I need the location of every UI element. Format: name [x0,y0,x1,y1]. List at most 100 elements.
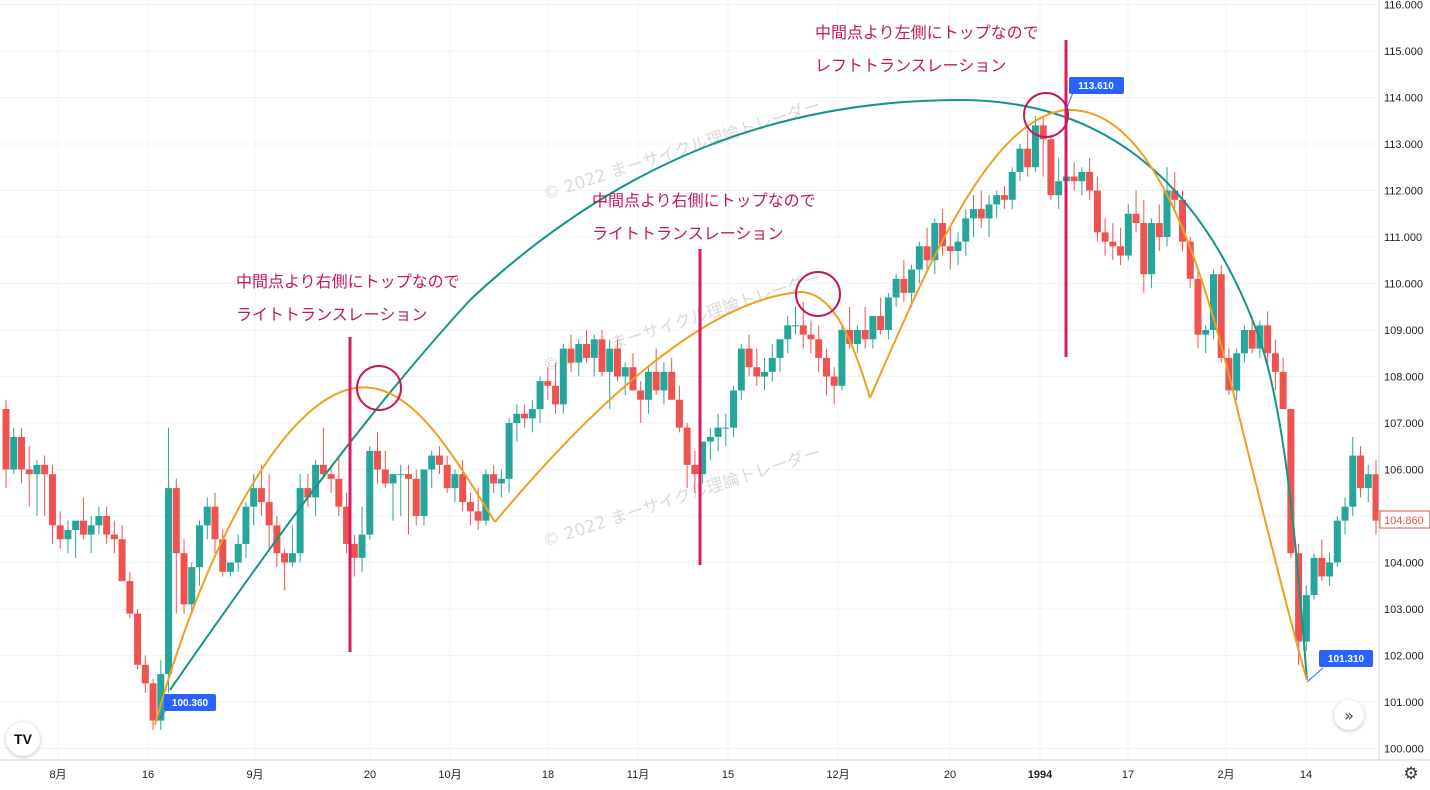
candle [226,562,234,577]
candle [188,562,196,614]
tradingview-logo[interactable]: TV [6,722,40,756]
candle-body [637,390,645,400]
annotation-1-line1: 中間点より右側にトップなので [236,272,460,291]
watermark: © 2022 まーサイクル理論トレーダー [540,443,823,552]
candle [64,520,72,554]
candle-body [691,464,699,475]
candle [257,464,265,516]
candle [629,353,637,391]
candle-body [1024,148,1032,168]
y-tick-label: 115.000 [1384,46,1423,58]
candle-body [977,209,985,219]
candle-body [1372,474,1380,521]
candle [621,362,629,396]
gear-icon[interactable]: ⚙ [1403,764,1419,784]
candle [451,469,459,503]
candle [637,381,645,423]
candle [319,427,327,479]
candle-body [1124,213,1132,256]
candle-body [126,581,134,614]
candle [1000,185,1008,210]
candle [196,520,204,586]
candle-body [962,218,970,242]
candle-body [118,539,126,582]
candle-body [1155,223,1163,237]
candle-body [265,502,273,526]
candle-body [1186,241,1194,279]
candle-body [799,325,807,335]
candle-body [1248,330,1256,349]
candle-body [753,367,761,377]
candle [1163,167,1171,247]
candle [265,474,273,549]
candle [838,325,846,391]
candle [389,474,397,521]
candle [815,325,823,372]
candle-body [490,474,498,484]
candle-body [1341,506,1349,521]
candle-body [366,450,374,535]
candle-body [1295,553,1303,642]
candle-body [675,399,683,428]
candle [699,441,707,484]
candle [683,423,691,489]
candle [1295,543,1303,665]
candle-body [1117,246,1125,256]
candle [435,446,443,475]
candle [931,218,939,275]
candle-body [1047,139,1055,196]
x-tick-label: 14 [1300,769,1312,781]
candle [884,292,892,340]
candle-body [784,325,792,340]
candle [1093,176,1101,242]
candle [1124,204,1132,261]
candle-body [497,478,505,484]
candle [420,469,428,526]
candle [1155,204,1163,251]
candle [72,520,80,558]
low1-price-text: 100.360 [172,698,209,709]
candle [567,334,575,372]
top-marker-circle [795,271,841,317]
candle-body [1333,520,1341,563]
candles [2,116,1380,730]
annotation-3-line1: 中間点より左側にトップなので [815,23,1039,42]
candle [381,450,389,489]
candle [110,520,118,554]
candle [946,227,954,270]
candle-body [1349,455,1357,507]
scroll-to-realtime-button[interactable]: » [1334,700,1364,730]
candle [1047,134,1055,200]
candle-body [1086,171,1094,191]
candle [1086,157,1094,200]
candle-body [466,502,474,512]
candle-body [915,246,923,270]
candle-body [443,464,451,489]
candle-body [25,469,33,475]
candle-body [435,455,443,465]
candle-body [776,339,784,358]
candle [443,455,451,493]
candle-body [404,474,412,479]
candle [791,306,799,335]
candle [521,404,529,428]
candle [134,609,142,670]
x-tick-label: 2月 [1217,769,1234,781]
x-tick-label: 20 [944,769,956,781]
candle-body [95,516,103,526]
candle-body [668,371,676,400]
candle [397,464,405,516]
candle-body [1302,595,1310,642]
candle [606,339,614,410]
candle-body [72,520,80,530]
candle [544,367,552,400]
candle [33,460,41,516]
candle [822,348,830,396]
candle-body [288,553,296,563]
short-cycle-curve-2 [494,290,871,523]
candle-body [884,297,892,330]
candle [1132,190,1140,233]
candle-body [1233,353,1241,391]
annotation-3-line2: レフトトランスレーション [815,56,1006,75]
